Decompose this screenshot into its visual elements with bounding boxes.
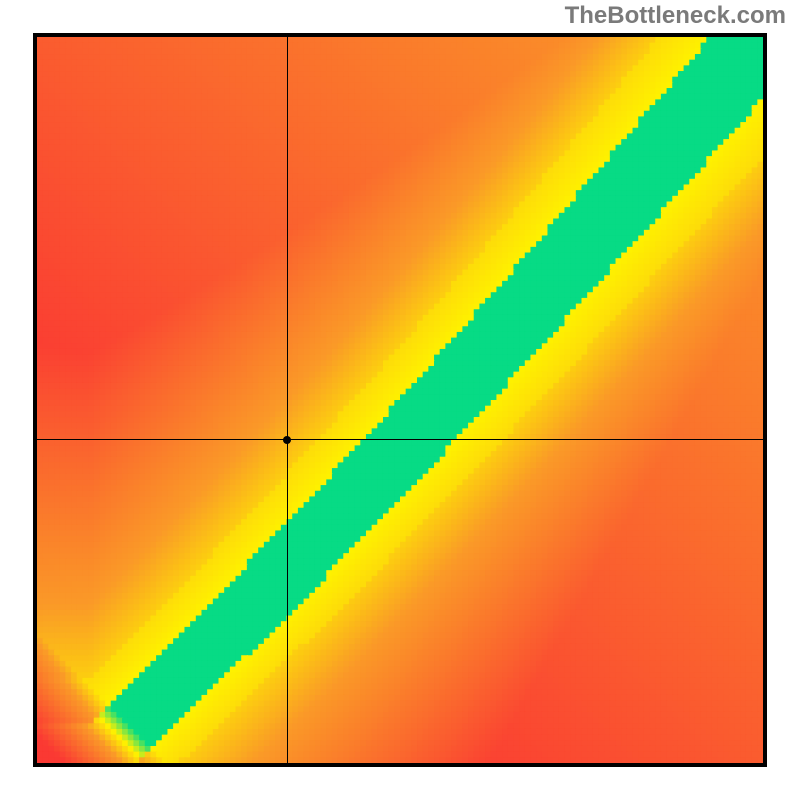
- chart-frame: [33, 33, 767, 767]
- crosshair-vertical: [287, 33, 288, 767]
- selection-point: [283, 436, 291, 444]
- bottleneck-heatmap: [37, 37, 763, 763]
- crosshair-horizontal: [33, 439, 767, 440]
- watermark-text: TheBottleneck.com: [565, 2, 786, 30]
